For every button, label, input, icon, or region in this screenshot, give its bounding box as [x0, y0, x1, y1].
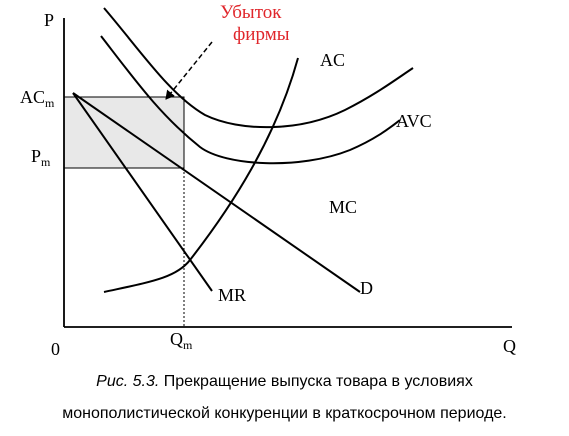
ac-m-label: ACm — [20, 87, 55, 110]
demand-curve — [72, 92, 361, 293]
figure-caption-number: Рис. 5.3. — [96, 373, 160, 390]
average-cost-curve — [103, 7, 414, 129]
mr-curve-label: MR — [218, 285, 246, 305]
monopolistic-competition-diagram: P Q 0 ACm Pm Qm AC AVC MC D MR Убыток фи… — [20, 2, 516, 359]
figure-caption-line1: Рис. 5.3. Прекращение выпуска товара в у… — [0, 372, 569, 392]
loss-annotation-line2: фирмы — [233, 24, 290, 45]
marginal-revenue-curve — [72, 92, 213, 292]
average-variable-cost-curve — [100, 35, 401, 165]
d-curve-label: D — [360, 278, 373, 298]
q-m-label: Qm — [170, 329, 193, 352]
ac-curve-label: AC — [320, 50, 345, 70]
figure-caption-line2: монополистической конкуренции в краткоср… — [62, 405, 507, 422]
x-axis-label: Q — [503, 336, 516, 356]
avc-curve-label: AVC — [396, 111, 432, 131]
p-m-label: Pm — [31, 146, 51, 169]
mc-curve-label: MC — [329, 197, 357, 217]
loss-annotation-line1: Убыток — [220, 2, 282, 23]
figure-caption-text-1: Прекращение выпуска товара в условиях — [159, 373, 473, 390]
y-axis-label: P — [44, 10, 54, 30]
loss-arrow — [165, 41, 213, 100]
marginal-cost-curve — [103, 57, 299, 293]
origin-label: 0 — [51, 339, 60, 359]
